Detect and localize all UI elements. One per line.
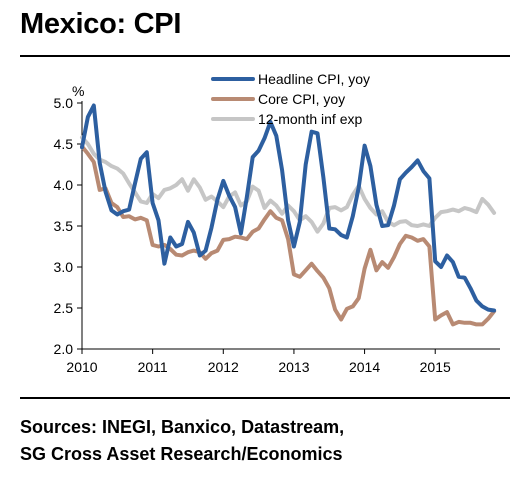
y-tick-label: 5.0 bbox=[54, 95, 74, 111]
chart-series-layer bbox=[80, 103, 497, 327]
legend-swatch-backdrop bbox=[211, 117, 257, 135]
y-tick-label: 2.0 bbox=[54, 341, 74, 357]
x-tick-label: 2014 bbox=[349, 359, 380, 375]
sources-note: Sources: INEGI, Banxico, Datastream, SG … bbox=[20, 414, 344, 468]
sources-divider bbox=[20, 397, 510, 399]
sources-line-2: SG Cross Asset Research/Economics bbox=[20, 444, 343, 464]
y-axis-unit-label: % bbox=[72, 83, 84, 99]
x-tick-label: 2010 bbox=[66, 359, 97, 375]
x-tick-label: 2013 bbox=[278, 359, 309, 375]
page-title: Mexico: CPI bbox=[20, 8, 182, 40]
sources-line-1: Sources: INEGI, Banxico, Datastream, bbox=[20, 417, 345, 437]
chart-legend: Headline CPI, yoy Core CPI, yoy 12-month i… bbox=[211, 71, 370, 135]
title-divider bbox=[20, 55, 510, 57]
legend-swatch-backdrop bbox=[211, 97, 257, 115]
legend-swatch-backdrop bbox=[211, 77, 257, 95]
series-line-headline-cpi bbox=[80, 103, 497, 313]
y-tick-label: 4.0 bbox=[54, 177, 74, 193]
y-tick-label: 3.0 bbox=[54, 259, 74, 275]
y-tick-label: 2.5 bbox=[54, 300, 74, 316]
x-tick-label: 2012 bbox=[208, 359, 239, 375]
series-line-core-cpi bbox=[80, 144, 497, 327]
legend-label: Core CPI, yoy bbox=[258, 91, 345, 107]
y-tick-label: 3.5 bbox=[54, 218, 74, 234]
cpi-line-chart: % 2.0 2.5 3.0 3.5 4.0 4.5 5.0 2010 2011 2012 2013 20… bbox=[54, 71, 500, 375]
x-tick-label: 2011 bbox=[138, 359, 168, 375]
y-tick-label: 4.5 bbox=[54, 136, 74, 152]
x-tick-label: 2015 bbox=[420, 359, 451, 375]
legend-label: Headline CPI, yoy bbox=[258, 71, 370, 87]
legend-label: 12-month inf exp bbox=[258, 111, 362, 127]
